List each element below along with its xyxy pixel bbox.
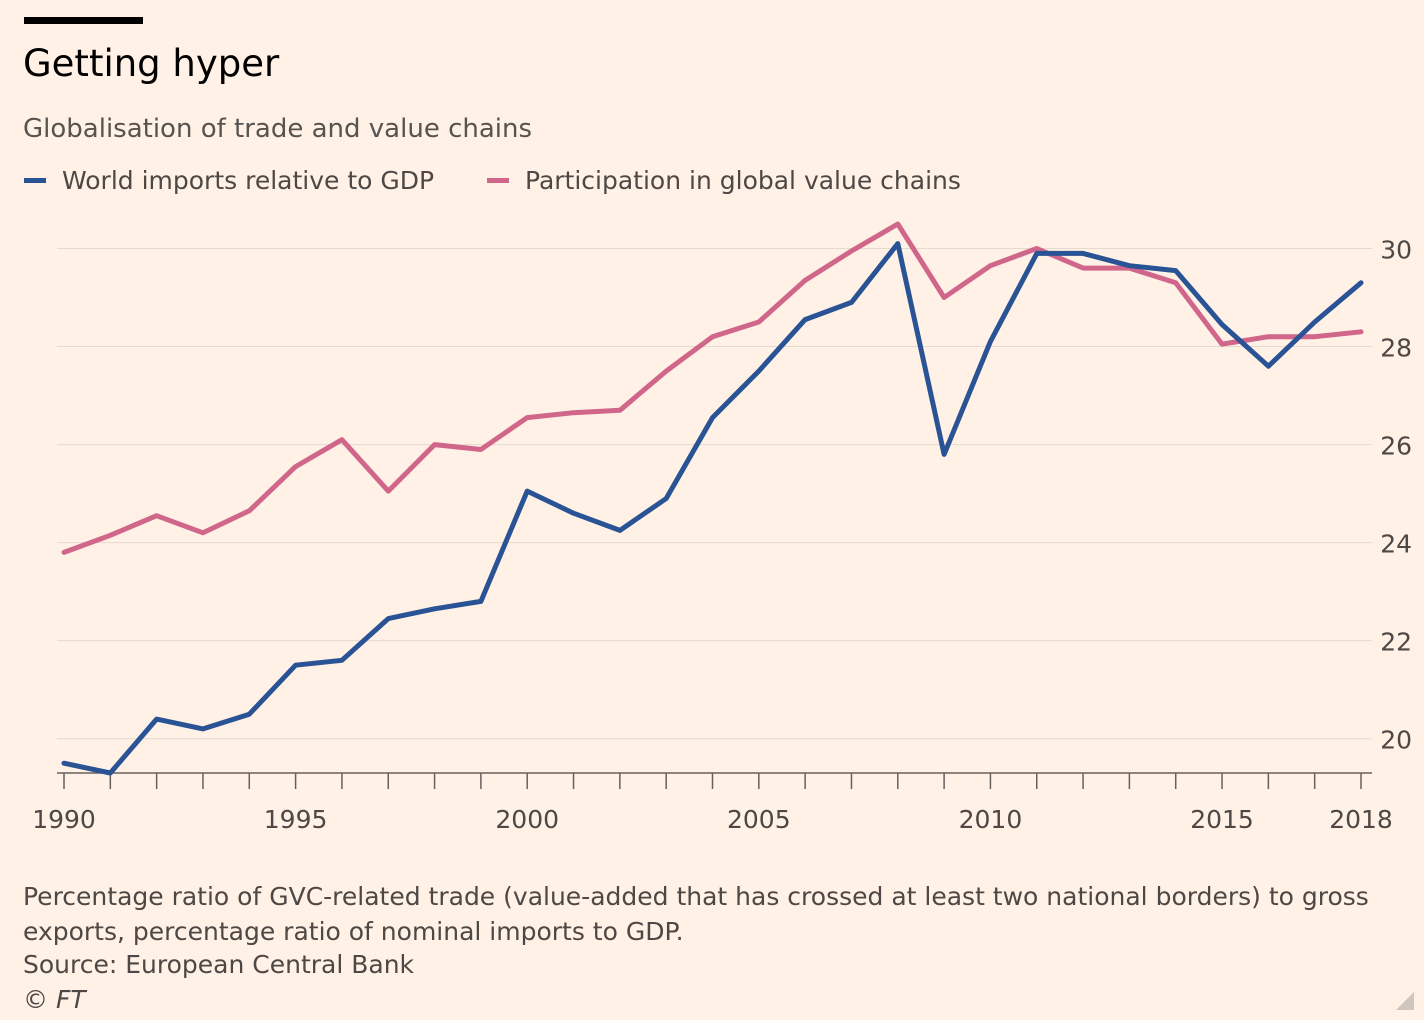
resize-handle-icon [1396,992,1414,1010]
x-tick-label-1995: 1995 [264,805,328,834]
series-lines [61,221,1364,776]
legend-label-imports: World imports relative to GDP [62,166,435,195]
x-tick-label-2000: 2000 [495,805,559,834]
gridlines [57,248,1372,740]
x-tick-label-2010: 2010 [959,805,1023,834]
legend-swatch-imports [24,178,46,183]
y-tick-label-20: 20 [1380,726,1412,755]
y-tick-label-26: 26 [1380,432,1412,461]
line-chart: 20 22 24 26 28 30 1990 1995 2000 2005 2010 2015 201… [32,221,1412,834]
footnote: Percentage ratio of GVC-related trade (v… [23,882,1369,946]
x-tick-label-2015: 2015 [1190,805,1254,834]
series-line-world-imports [61,241,1364,776]
x-tick-label-2018: 2018 [1329,805,1393,834]
series-line-gvc-participation [61,221,1364,555]
x-tick-label-2005: 2005 [727,805,791,834]
legend-item-gvc: Participation in global value chains [487,166,961,195]
y-tick-label-28: 28 [1380,334,1412,363]
copyright-note: © FT [23,985,86,1014]
y-tick-label-22: 22 [1380,628,1412,657]
legend-item-imports: World imports relative to GDP [24,166,434,195]
y-axis-tick-labels: 20 22 24 26 28 30 [1380,236,1412,755]
legend-label-gvc: Participation in global value chains [525,166,961,195]
x-tick-label-1990: 1990 [32,805,96,834]
y-tick-label-24: 24 [1380,530,1412,559]
source-note: Source: European Central Bank [23,950,415,979]
chart-title: Getting hyper [23,42,280,85]
chart-subtitle: Globalisation of trade and value chains [23,114,533,144]
top-accent-bar [24,17,143,24]
legend-swatch-gvc [487,178,509,183]
x-axis: 1990 1995 2000 2005 2010 2015 2018 [32,772,1393,834]
y-tick-label-30: 30 [1380,236,1412,265]
